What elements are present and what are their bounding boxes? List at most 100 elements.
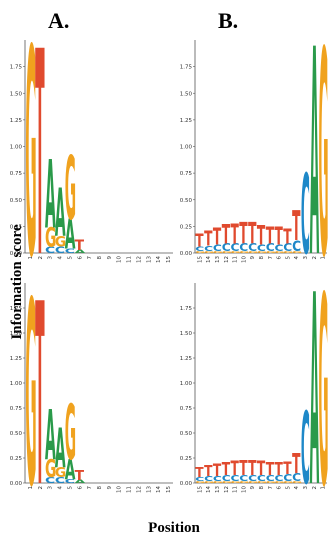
x-tick-label: 10 xyxy=(241,486,247,493)
logo-letter-t: T xyxy=(283,224,292,248)
y-tick-label: 0.25 xyxy=(10,456,23,462)
y-tick-label: 1.75 xyxy=(180,65,193,71)
x-tick-label: 5 xyxy=(67,256,73,260)
logo-letter-t: T xyxy=(231,457,239,480)
x-tick-label: 15 xyxy=(166,256,172,263)
logo-letter-c: C xyxy=(283,242,292,254)
logo-letter-g: G xyxy=(231,481,241,484)
logo-letter-c: C xyxy=(65,478,76,484)
x-tick-label: 11 xyxy=(233,256,239,263)
y-tick-label: 0.75 xyxy=(180,406,193,412)
logo-letter-c: C xyxy=(204,245,213,253)
logo-letter-c: C xyxy=(283,472,292,483)
logo-letter-t: T xyxy=(213,224,222,250)
logo-letter-c: C xyxy=(213,475,222,483)
logo-letter-g: G xyxy=(195,251,205,254)
logo-letter-c: C xyxy=(222,242,231,254)
logo-panel-3: 0.000.250.500.751.001.251.501.751 2 3 4 5 6 7 8… xyxy=(10,249,173,542)
x-tick-label: 5 xyxy=(67,486,73,490)
logo-letter-g: G xyxy=(266,251,276,254)
logo-letter-c: C xyxy=(213,243,222,254)
x-tick-label: 2 xyxy=(38,256,44,260)
x-tick-label: 14 xyxy=(156,486,162,493)
x-tick-label: 14 xyxy=(156,256,162,263)
x-tick-label: 3 xyxy=(48,486,54,490)
x-tick-label: 7 xyxy=(87,256,93,260)
y-tick-label: 0.00 xyxy=(180,251,193,257)
x-tick-label: 2 xyxy=(312,256,318,260)
logo-letter-c: C xyxy=(45,475,55,485)
logo-letter-t: T xyxy=(75,468,85,484)
x-tick-label: 12 xyxy=(224,486,230,493)
logo-letter-g: G xyxy=(239,251,249,254)
x-tick-label: 8 xyxy=(97,256,103,260)
x-tick-label: 1 xyxy=(321,486,327,490)
logo-letter-t: T xyxy=(239,456,248,480)
logo-letter-g: G xyxy=(248,481,258,484)
logo-letter-g: G xyxy=(231,251,241,254)
logo-letter-t: T xyxy=(204,463,213,481)
x-tick-label: 3 xyxy=(48,256,54,260)
x-tick-label: 6 xyxy=(77,486,83,490)
logo-letter-t: T xyxy=(222,459,231,480)
y-tick-label: 1.00 xyxy=(10,381,23,387)
x-tick-label: 2 xyxy=(312,486,318,490)
logo-letter-g: G xyxy=(45,223,56,253)
logo-letter-t: T xyxy=(35,250,44,542)
logo-letter-t: T xyxy=(222,219,230,250)
logo-letter-a: A xyxy=(310,239,319,542)
panel-label-a: A. xyxy=(48,8,69,33)
y-tick-label: 1.75 xyxy=(10,306,23,312)
y-tick-label: 0.00 xyxy=(180,481,193,487)
x-axis-label: Position xyxy=(148,520,200,536)
y-tick-label: 0.75 xyxy=(180,171,193,177)
logo-letter-g: G xyxy=(55,465,66,481)
x-tick-label: 9 xyxy=(250,256,256,260)
x-tick-label: 13 xyxy=(146,486,152,493)
y-tick-label: 1.50 xyxy=(10,331,23,337)
logo-letter-g: G xyxy=(257,251,267,254)
logo-letter-c: C xyxy=(239,242,248,254)
x-tick-label: 8 xyxy=(259,256,265,260)
y-tick-label: 1.25 xyxy=(10,356,23,362)
x-tick-label: 1 xyxy=(321,256,327,260)
x-tick-label: 15 xyxy=(197,486,203,493)
logo-letter-g: G xyxy=(319,0,329,319)
logo-letter-a: A xyxy=(45,395,56,475)
y-tick-label: 1.50 xyxy=(10,91,23,97)
x-tick-label: 12 xyxy=(136,486,142,493)
x-tick-label: 1 xyxy=(28,256,34,260)
logo-letter-t: T xyxy=(266,223,275,249)
logo-letter-g: G xyxy=(25,0,36,321)
y-tick-label: 0.25 xyxy=(180,456,193,462)
logo-letter-c: C xyxy=(266,242,275,254)
logo-letter-g: G xyxy=(222,481,232,484)
y-tick-label: 1.50 xyxy=(180,91,193,97)
logo-letter-t: T xyxy=(275,222,284,251)
x-tick-label: 11 xyxy=(127,486,133,493)
x-tick-label: 15 xyxy=(166,486,172,493)
x-tick-label: 3 xyxy=(303,256,309,260)
logo-letter-g: G xyxy=(213,481,223,484)
x-tick-label: 4 xyxy=(58,256,64,260)
y-tick-label: 1.25 xyxy=(180,356,193,362)
y-tick-label: 0.25 xyxy=(180,224,193,230)
x-tick-label: 6 xyxy=(77,256,83,260)
logo-letter-g: G xyxy=(283,251,293,254)
logo-letter-a: A xyxy=(55,176,66,252)
y-axis-label: Information score xyxy=(9,224,25,339)
x-tick-label: 10 xyxy=(241,256,247,263)
panel-label-b: B. xyxy=(218,8,238,33)
logo-letter-c: C xyxy=(301,153,310,279)
x-tick-label: 11 xyxy=(127,256,133,263)
logo-letter-g: G xyxy=(292,251,302,254)
x-tick-label: 1 xyxy=(28,486,34,490)
x-tick-label: 9 xyxy=(107,256,113,260)
logo-letter-t: T xyxy=(266,459,275,480)
logo-letter-t: T xyxy=(195,465,203,481)
x-tick-label: 8 xyxy=(259,486,265,490)
logo-letter-c: C xyxy=(231,242,240,254)
logo-letter-t: T xyxy=(248,217,257,251)
y-tick-label: 1.00 xyxy=(180,145,193,151)
